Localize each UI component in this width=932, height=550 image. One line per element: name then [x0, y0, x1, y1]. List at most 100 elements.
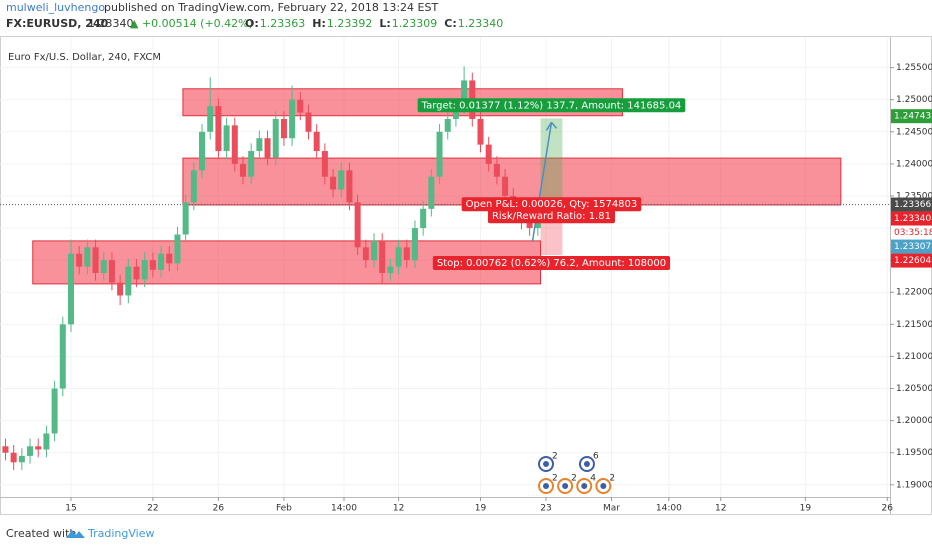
candle-body — [174, 234, 181, 264]
candle-body — [461, 80, 468, 107]
y-tick-label: 1.20000 — [896, 416, 932, 426]
label-text: Open P&L: 0.00026, Qty: 1574803 — [466, 199, 638, 210]
candle-body — [411, 228, 418, 261]
x-tick-label: 26 — [213, 504, 225, 514]
position-label: Risk/Reward Ratio: 1.81 — [487, 209, 615, 224]
event-count: 4 — [590, 474, 596, 484]
candle-body — [76, 253, 83, 267]
candle-body — [199, 131, 206, 171]
event-dot — [600, 483, 607, 489]
author[interactable]: mulweli_luvhengo — [6, 1, 105, 14]
candle-body — [43, 433, 50, 450]
candle-body — [239, 163, 246, 177]
y-tick-label: 1.23500 — [896, 191, 932, 201]
candle-body — [2, 446, 9, 453]
candle-body — [108, 260, 115, 283]
y-tick-label: 1.21500 — [896, 320, 932, 330]
ohlc-name: L: — [379, 17, 390, 30]
change: ▲ +0.00514 (+0.42%) — [130, 17, 253, 30]
candle-body — [436, 131, 443, 177]
candle-body — [452, 106, 459, 119]
symbol: FX:EURUSD, 240 — [6, 17, 109, 30]
x-tick-label: 26 — [882, 504, 894, 514]
label-box — [432, 256, 671, 271]
label-box — [487, 209, 615, 224]
candle-body — [231, 125, 238, 164]
candle-body — [321, 151, 328, 177]
price-tag-label: 1.24743 — [894, 112, 931, 122]
price-tag-label: 1.22604 — [894, 256, 931, 266]
x-tick-label: 14:00 — [656, 504, 682, 514]
created-with: Created with — [6, 527, 76, 540]
ohlc-value: 1.23309 — [392, 17, 438, 30]
candle-body — [395, 247, 402, 267]
candle-body — [272, 118, 279, 158]
candle-body — [223, 125, 230, 152]
candle-body — [330, 176, 337, 190]
candle-body — [289, 99, 296, 139]
y-tick-label: 1.24500 — [896, 127, 932, 137]
candle-body — [493, 163, 500, 177]
candle-body — [248, 151, 255, 177]
x-tick-label: 19 — [475, 504, 487, 514]
candle-body — [18, 455, 25, 463]
event-count: 2 — [571, 474, 577, 484]
y-tick-label: 1.25500 — [896, 63, 932, 73]
price-tag — [891, 197, 932, 212]
label-text: Stop: 0.00762 (0.62%) 76.2, Amount: 1080… — [437, 258, 666, 269]
event-count: 2 — [552, 474, 558, 484]
ohlc-name: O: — [245, 17, 259, 30]
candle-body — [420, 208, 427, 229]
price-tag — [891, 239, 932, 254]
y-tick-label: 1.22000 — [896, 288, 932, 298]
x-tick-label: 15 — [65, 504, 76, 514]
arrow-head — [545, 121, 558, 131]
x-tick-label: 12 — [715, 504, 726, 514]
label-text: Target: 0.01377 (1.12%) 137.7, Amount: 1… — [421, 100, 682, 111]
price-tag-label: 1.23366 — [894, 200, 931, 210]
candle-body — [387, 266, 394, 273]
ohlc: O: 1.23363 H: 1.23392 L: 1.23309 C: 1.23340 — [245, 17, 503, 30]
candle-body — [84, 247, 91, 267]
candle-body — [149, 260, 156, 270]
candle-body — [182, 202, 189, 235]
candle-body — [100, 260, 107, 273]
ohlc-value: 1.23340 — [458, 17, 504, 30]
candle-body — [338, 170, 345, 190]
x-tick-label: 14:00 — [331, 504, 357, 514]
y-tick-label: 1.21000 — [896, 352, 932, 362]
event-dot — [581, 483, 588, 489]
x-tick-label: 23 — [540, 504, 551, 514]
brand[interactable]: TradingView — [87, 527, 154, 540]
candle-body — [10, 452, 17, 463]
y-tick-label: 1.24000 — [896, 159, 932, 169]
position-label: Stop: 0.00762 (0.62%) 76.2, Amount: 1080… — [432, 256, 671, 271]
y-tick-label: 1.19000 — [896, 480, 932, 490]
candle-body — [117, 282, 124, 296]
candle-body — [444, 118, 451, 132]
candle-body — [362, 247, 369, 261]
x-tick-label: 12 — [393, 504, 404, 514]
event-count: 2 — [552, 452, 558, 462]
price-tag — [891, 225, 932, 240]
ohlc-value: 1.23392 — [327, 17, 373, 30]
candle-body — [35, 446, 42, 450]
event-dot — [562, 483, 569, 489]
position-label: Open P&L: 0.00026, Qty: 1574803 — [461, 197, 642, 212]
position-label: Target: 0.01377 (1.12%) 137.7, Amount: 1… — [417, 98, 686, 113]
candle-body — [207, 106, 214, 132]
candle-body — [379, 240, 386, 273]
candle-body — [125, 266, 132, 296]
candle-body — [166, 253, 173, 264]
y-tick-label: 1.20500 — [896, 384, 932, 394]
x-tick-label: 22 — [147, 504, 158, 514]
price-tag — [891, 211, 932, 226]
y-tick-label: 1.19500 — [896, 448, 932, 458]
x-tick-label: 19 — [800, 504, 812, 514]
target-area — [540, 118, 563, 207]
candle-body — [141, 260, 148, 280]
label-box — [461, 197, 642, 212]
label-text: Risk/Reward Ratio: 1.81 — [492, 211, 611, 222]
candle-body — [313, 131, 320, 152]
candle-body — [526, 221, 533, 229]
